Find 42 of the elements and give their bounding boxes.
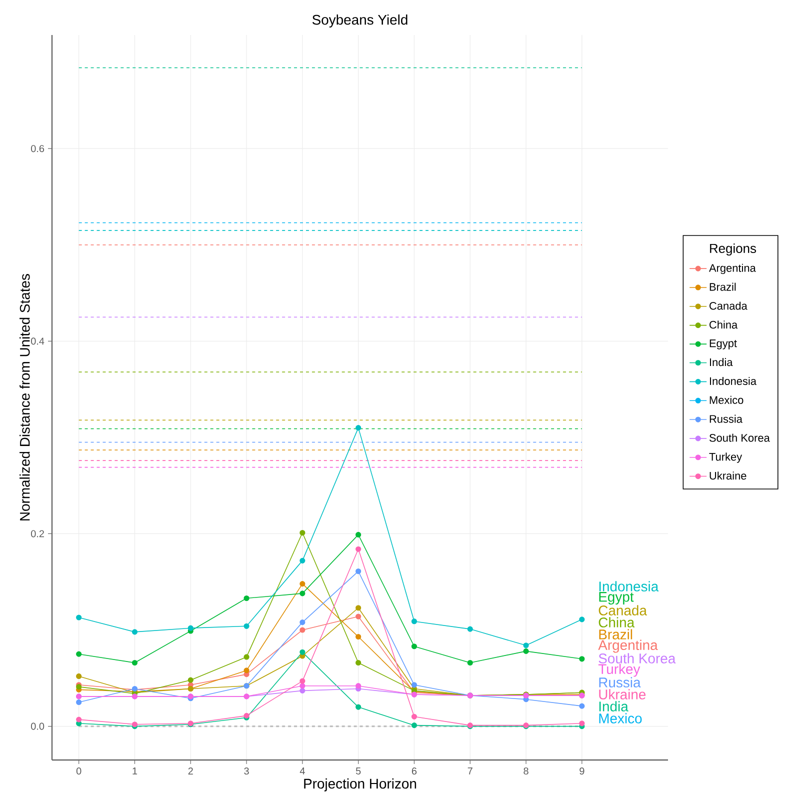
text: Egypt: [599, 592, 634, 605]
legend-label: Argentina: [709, 264, 756, 274]
text: China: [598, 617, 635, 628]
legend-label: Ukraine: [710, 472, 746, 480]
y-tick-label: 0.0: [31, 722, 44, 730]
x-tick-label: 0: [76, 768, 82, 775]
legend-label: Indonesia: [710, 376, 756, 386]
text: Argentina: [598, 640, 658, 653]
x-tick-label: 2: [188, 768, 193, 774]
text: Russia: [599, 677, 641, 688]
text: India: [599, 701, 628, 712]
text: Brazil: [599, 629, 632, 640]
x-tick-label: 8: [524, 768, 528, 775]
legend-label: Mexico: [710, 396, 744, 404]
x-tick-label: 4: [300, 768, 305, 774]
text: Canada: [598, 605, 647, 616]
y-axis-title: Normalized Distance from United States: [20, 274, 30, 520]
legend-label: Brazil: [710, 282, 736, 291]
x-tick-label: 7: [468, 768, 472, 774]
legend-label: Canada: [710, 302, 748, 310]
text: South Korea: [598, 653, 676, 664]
x-tick-label: 6: [412, 768, 417, 775]
y-tick-label: 0.6: [31, 145, 44, 152]
text: Ukraine: [599, 689, 646, 700]
text: Turkey: [598, 664, 640, 677]
y-tick-label: 0.2: [31, 530, 44, 538]
legend-label: Turkey: [709, 452, 742, 463]
text: Indonesia: [599, 581, 659, 592]
legend-label: Egypt: [710, 340, 737, 350]
legend-label: South Korea: [709, 434, 770, 442]
text: Mexico: [599, 713, 642, 724]
x-tick-label: 3: [244, 768, 249, 775]
legend-label: India: [710, 358, 733, 366]
legend-label: Russia: [710, 414, 742, 423]
x-tick-label: 9: [580, 768, 584, 775]
legend-title: Regions: [710, 243, 756, 256]
legend-label: China: [710, 320, 738, 329]
x-tick-label: 5: [356, 768, 361, 774]
chart-title: Soybeans Yield: [312, 14, 408, 28]
x-tick-label: 1: [132, 768, 138, 774]
y-tick-label: 0.4: [31, 338, 44, 345]
x-axis-title: Projection Horizon: [304, 778, 416, 792]
